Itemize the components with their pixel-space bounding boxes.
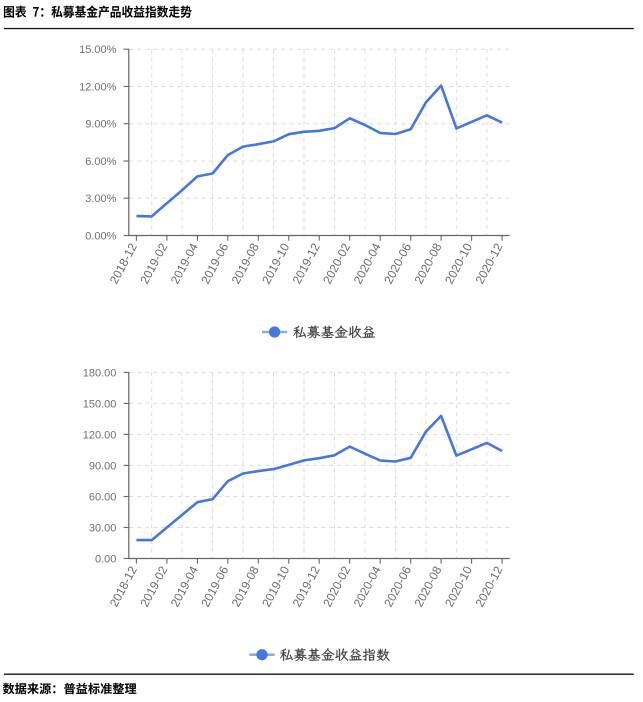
svg-text:12.00%: 12.00% bbox=[79, 81, 117, 93]
svg-text:15.00%: 15.00% bbox=[79, 44, 117, 56]
svg-text:90.00: 90.00 bbox=[89, 460, 117, 472]
svg-text:30.00: 30.00 bbox=[89, 522, 117, 534]
svg-text:0.00: 0.00 bbox=[95, 553, 116, 565]
svg-text:180.00: 180.00 bbox=[83, 367, 117, 379]
svg-text:9.00%: 9.00% bbox=[85, 119, 116, 131]
svg-text:60.00: 60.00 bbox=[89, 491, 117, 503]
svg-text:120.00: 120.00 bbox=[83, 429, 117, 441]
svg-text:3.00%: 3.00% bbox=[85, 193, 116, 205]
svg-text:150.00: 150.00 bbox=[83, 398, 117, 410]
svg-text:6.00%: 6.00% bbox=[85, 156, 116, 168]
svg-text:0.00%: 0.00% bbox=[85, 230, 116, 242]
